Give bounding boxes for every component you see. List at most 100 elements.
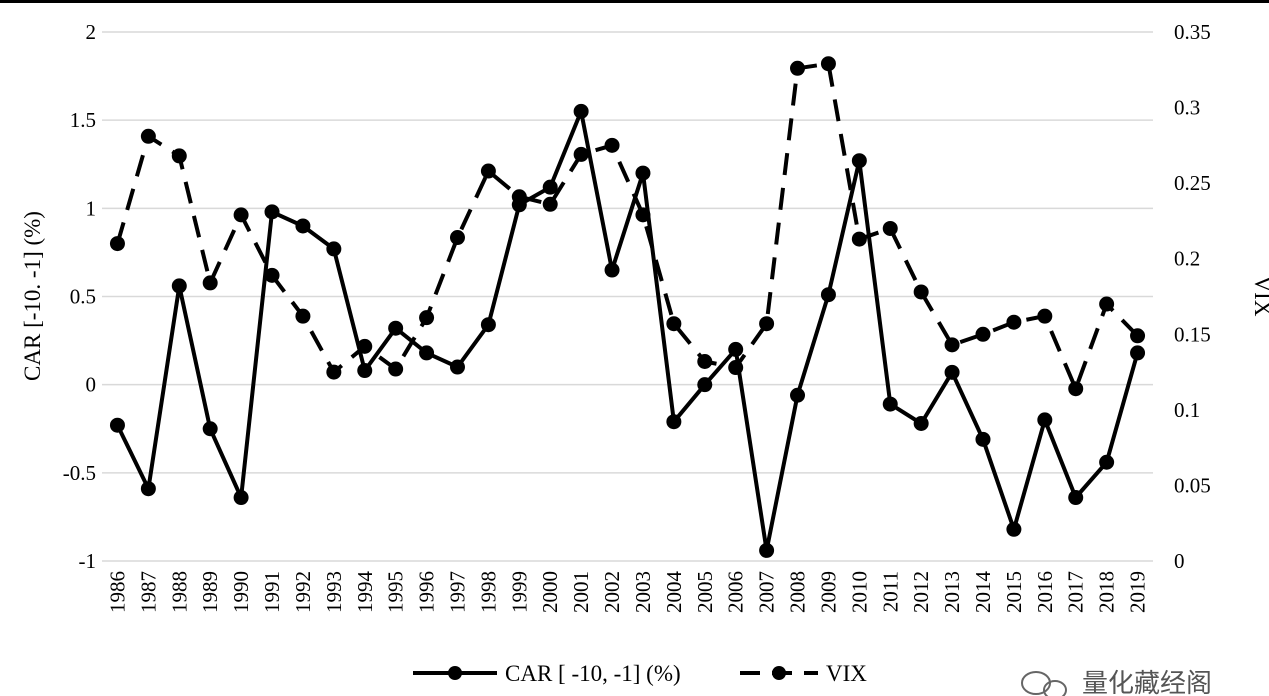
data-point <box>1130 328 1146 344</box>
x-tick-label: 1996 <box>415 571 439 613</box>
legend-item-car: CAR [ -10, -1] (%) <box>413 661 681 686</box>
x-tick-label: 2003 <box>631 571 655 613</box>
data-point <box>449 230 465 246</box>
y2-tick-label: 0.2 <box>1174 247 1200 271</box>
data-point <box>542 179 558 195</box>
data-point <box>944 337 960 353</box>
data-point <box>975 431 991 447</box>
series-line-vix <box>115 61 1139 391</box>
x-tick-label: 2016 <box>1033 571 1057 613</box>
x-tick-label: 2004 <box>662 571 686 614</box>
legend-marker-vix <box>772 666 786 680</box>
y2-tick-label: 0.15 <box>1174 322 1211 346</box>
data-point <box>480 163 496 179</box>
data-point <box>419 310 435 326</box>
data-point <box>1037 412 1053 428</box>
data-point <box>790 60 806 76</box>
x-tick-label: 1990 <box>229 571 253 613</box>
data-point <box>388 320 404 336</box>
legend-label-car: CAR [ -10, -1] (%) <box>505 661 681 686</box>
data-point <box>295 218 311 234</box>
series-car <box>109 103 1146 558</box>
y-axis-title: CAR [-10. -1] (%) <box>20 211 45 381</box>
data-point <box>171 148 187 164</box>
x-axis-ticks: 1986 1987 1988 1989 1990 1991 1992 1993 1994 1995… <box>105 571 1149 614</box>
data-point <box>171 278 187 294</box>
data-point <box>913 415 929 431</box>
legend-marker-car <box>448 666 462 680</box>
data-point <box>697 353 713 369</box>
series-line-car <box>115 109 1140 553</box>
data-point <box>357 363 373 379</box>
x-tick-label: 2010 <box>847 571 871 613</box>
x-tick-label: 1997 <box>445 571 469 613</box>
x-tick-label: 1986 <box>105 571 129 613</box>
data-point <box>666 414 682 430</box>
x-tick-label: 2013 <box>940 571 964 613</box>
x-tick-label: 1987 <box>136 571 160 613</box>
x-tick-label: 1999 <box>507 571 531 613</box>
data-point <box>1006 314 1022 330</box>
data-point <box>573 146 589 162</box>
data-point <box>882 396 898 412</box>
y-tick-label: 1.5 <box>70 108 96 132</box>
x-tick-label: 1993 <box>322 571 346 613</box>
data-point <box>480 317 496 333</box>
x-tick-label: 1994 <box>353 571 377 614</box>
data-point <box>913 284 929 300</box>
data-point <box>820 56 836 72</box>
data-point <box>109 417 125 433</box>
data-point <box>140 481 156 497</box>
data-point <box>109 236 125 252</box>
data-point <box>511 197 527 213</box>
data-point <box>759 542 775 558</box>
y-tick-label: 0.5 <box>70 285 96 309</box>
data-point <box>635 165 651 181</box>
y2-tick-label: 0.3 <box>1174 96 1200 120</box>
data-point <box>1068 490 1084 506</box>
data-point <box>326 241 342 257</box>
data-point <box>944 364 960 380</box>
y2-tick-label: 0 <box>1174 549 1185 573</box>
data-point <box>388 361 404 377</box>
top-border <box>0 0 1269 3</box>
y-tick-label: -1 <box>79 549 97 573</box>
data-point <box>233 207 249 223</box>
x-tick-label: 2008 <box>786 571 810 613</box>
x-tick-label: 2007 <box>755 571 779 613</box>
y-axis-ticks: 2 1.5 1 0.5 0 -0.5 -1 <box>63 20 96 573</box>
data-point <box>202 421 218 437</box>
data-point <box>851 231 867 247</box>
data-point <box>264 267 280 283</box>
data-point <box>326 364 342 380</box>
data-point <box>604 137 620 153</box>
x-tick-label: 2000 <box>538 571 562 613</box>
data-point <box>1068 381 1084 397</box>
x-tick-label: 2014 <box>971 571 995 614</box>
x-tick-label: 1998 <box>476 571 500 613</box>
data-point <box>202 275 218 291</box>
data-point <box>1099 296 1115 312</box>
y-tick-label: 2 <box>86 20 97 44</box>
y-tick-label: 1 <box>86 196 97 220</box>
data-point <box>140 128 156 144</box>
x-tick-label: 2006 <box>724 571 748 613</box>
y-tick-label: 0 <box>86 373 97 397</box>
data-point <box>419 345 435 361</box>
data-point <box>233 490 249 506</box>
data-point <box>975 326 991 342</box>
data-point <box>1099 454 1115 470</box>
data-point <box>759 316 775 332</box>
data-point <box>1006 521 1022 537</box>
data-point <box>604 262 620 278</box>
data-point <box>449 359 465 375</box>
y2-tick-label: 0.25 <box>1174 171 1211 195</box>
data-point <box>882 220 898 236</box>
x-tick-label: 1988 <box>167 571 191 613</box>
legend-label-vix: VIX <box>826 661 867 686</box>
legend-item-vix: VIX <box>740 661 867 686</box>
data-point <box>820 287 836 303</box>
x-tick-label: 2019 <box>1126 571 1150 613</box>
x-tick-label: 1995 <box>384 571 408 613</box>
x-tick-label: 2005 <box>693 571 717 613</box>
